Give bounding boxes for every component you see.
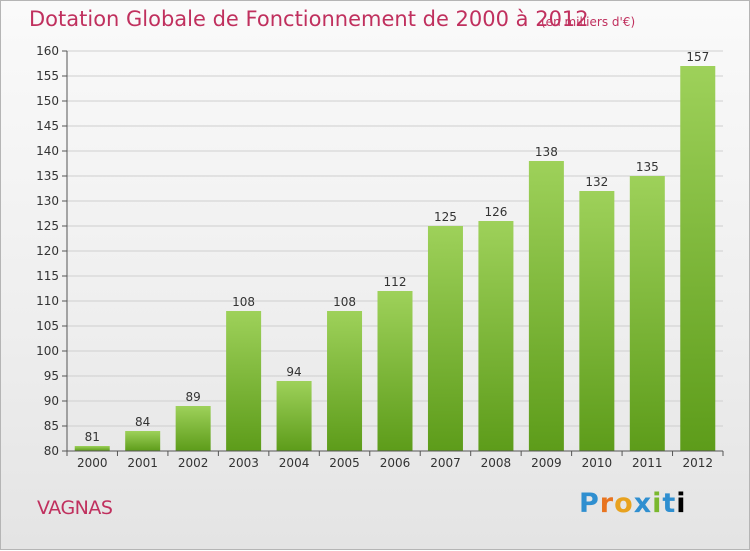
y-tick-label: 85: [44, 419, 59, 433]
commune-name: VAGNAS: [37, 497, 113, 519]
y-tick-label: 160: [36, 44, 59, 58]
y-tick-label: 115: [36, 269, 59, 283]
y-tick-label: 145: [36, 119, 59, 133]
bar: [528, 161, 564, 451]
x-tick-label: 2010: [582, 456, 613, 470]
bar: [377, 291, 413, 451]
bar-value-label: 108: [333, 295, 356, 309]
y-tick-label: 110: [36, 294, 59, 308]
y-tick-label: 120: [36, 244, 59, 258]
bar-value-label: 138: [535, 145, 558, 159]
bar-value-label: 126: [484, 205, 507, 219]
y-tick-label: 100: [36, 344, 59, 358]
bar-value-label: 81: [85, 430, 100, 444]
y-tick-label: 140: [36, 144, 59, 158]
x-tick-label: 2012: [682, 456, 713, 470]
bar: [629, 176, 665, 451]
bar: [478, 221, 514, 451]
proxiti-logo: Proxiti: [579, 488, 687, 519]
x-tick-label: 2011: [632, 456, 663, 470]
bar: [680, 66, 716, 451]
y-tick-label: 95: [44, 369, 59, 383]
y-tick-label: 135: [36, 169, 59, 183]
x-tick-label: 2005: [329, 456, 360, 470]
bar: [427, 226, 463, 451]
x-tick-label: 2007: [430, 456, 461, 470]
x-tick-label: 2001: [127, 456, 158, 470]
x-tick-label: 2002: [178, 456, 209, 470]
y-tick-label: 105: [36, 319, 59, 333]
bar-value-label: 112: [384, 275, 407, 289]
y-tick-label: 150: [36, 94, 59, 108]
x-tick-label: 2003: [228, 456, 259, 470]
bar: [226, 311, 262, 451]
bar-value-label: 89: [186, 390, 201, 404]
x-tick-label: 2008: [481, 456, 512, 470]
x-tick-label: 2009: [531, 456, 562, 470]
chart-title: Dotation Globale de Fonctionnement de 20…: [29, 7, 589, 31]
bar: [74, 446, 110, 451]
bar-value-label: 125: [434, 210, 457, 224]
bar: [327, 311, 363, 451]
bar: [579, 191, 615, 451]
bar: [175, 406, 211, 451]
x-tick-label: 2006: [380, 456, 411, 470]
bar-value-label: 157: [686, 50, 709, 64]
bar-value-label: 94: [286, 365, 301, 379]
x-tick-label: 2000: [77, 456, 108, 470]
bar-value-label: 108: [232, 295, 255, 309]
y-tick-label: 90: [44, 394, 59, 408]
y-tick-label: 125: [36, 219, 59, 233]
chart-subtitle: (en milliers d'€): [541, 15, 636, 29]
y-tick-label: 130: [36, 194, 59, 208]
y-tick-label: 155: [36, 69, 59, 83]
x-tick-label: 2004: [279, 456, 310, 470]
bar: [276, 381, 312, 451]
y-tick-label: 80: [44, 444, 59, 458]
bar-value-label: 132: [585, 175, 608, 189]
bar-value-label: 84: [135, 415, 150, 429]
bar-value-label: 135: [636, 160, 659, 174]
bar: [125, 431, 161, 451]
